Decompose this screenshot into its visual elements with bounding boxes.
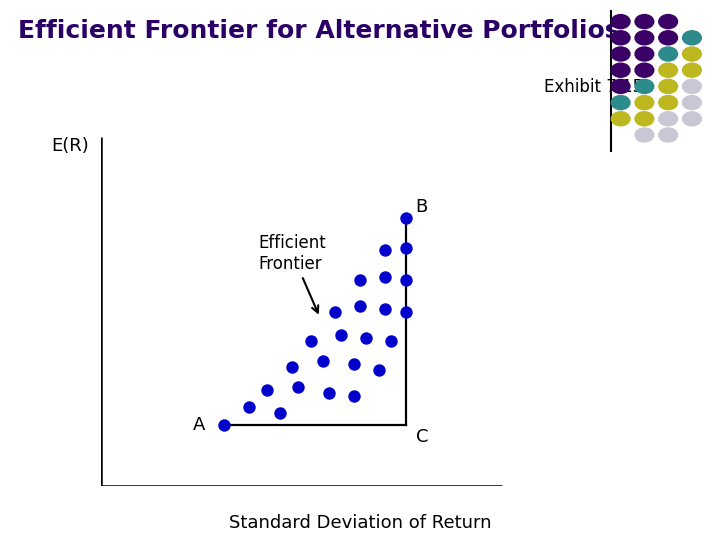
Point: [287, 362, 298, 371]
Point: [243, 403, 255, 412]
Point: [385, 336, 397, 345]
Text: Exhibit 7.15: Exhibit 7.15: [544, 78, 643, 96]
Point: [354, 275, 366, 284]
Point: [354, 301, 366, 310]
Point: [274, 409, 286, 417]
Point: [348, 392, 359, 400]
Text: A: A: [194, 416, 206, 434]
Point: [400, 275, 412, 284]
Point: [379, 305, 390, 313]
Text: E(R): E(R): [51, 137, 89, 155]
Text: Efficient Frontier for Alternative Portfolios: Efficient Frontier for Alternative Portf…: [18, 19, 619, 43]
Point: [379, 272, 390, 281]
Point: [305, 336, 316, 345]
Point: [373, 366, 384, 374]
Point: [400, 307, 412, 316]
Point: [292, 383, 304, 391]
Point: [400, 214, 412, 223]
Point: [336, 330, 347, 339]
Point: [348, 360, 359, 368]
Point: [379, 246, 390, 255]
Text: Standard Deviation of Return: Standard Deviation of Return: [229, 514, 491, 532]
Point: [318, 356, 329, 365]
Point: [218, 421, 230, 429]
Point: [330, 307, 341, 316]
Text: B: B: [415, 198, 428, 215]
Point: [323, 389, 335, 397]
Text: Efficient
Frontier: Efficient Frontier: [258, 234, 326, 313]
Point: [400, 243, 412, 252]
Point: [261, 386, 273, 394]
Point: [361, 333, 372, 342]
Text: C: C: [415, 428, 428, 446]
